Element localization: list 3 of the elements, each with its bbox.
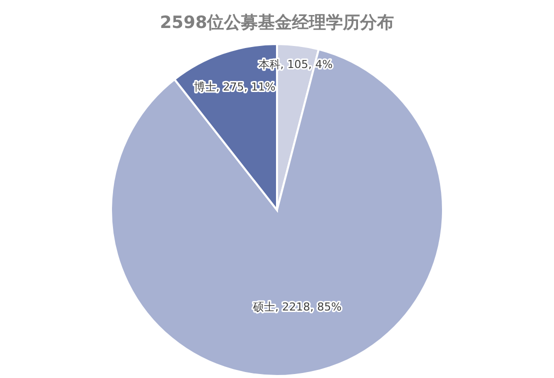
chart-title: 2598位公募基金经理学历分布 [160,13,394,33]
slice-label: 博士, 275, 11% [194,80,276,94]
slice-label: 硕士, 2218, 85% [252,300,342,314]
